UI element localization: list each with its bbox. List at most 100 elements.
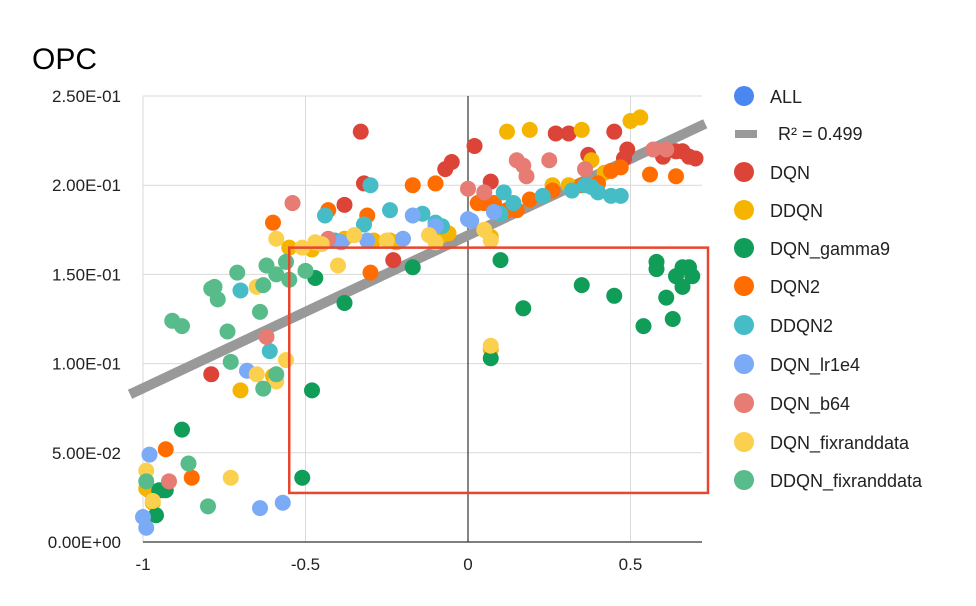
point-ddqn-fixranddata xyxy=(138,473,155,490)
chart-title: OPC xyxy=(32,43,97,76)
point-dqn-b64 xyxy=(476,184,493,201)
point-ddqn2 xyxy=(564,182,580,199)
point-dqn2 xyxy=(427,175,444,192)
point-ddqn2 xyxy=(382,202,398,219)
point-dqn-gamma9 xyxy=(174,421,190,438)
point-dqn-b64 xyxy=(541,152,558,169)
point-dqn xyxy=(443,154,460,171)
legend-marker-dqn xyxy=(734,162,754,182)
x-tick-label: 0.5 xyxy=(619,555,643,574)
point-dqn-gamma9 xyxy=(606,287,623,304)
point-ddqn-fixranddata xyxy=(180,455,197,472)
point-dqn2 xyxy=(668,168,684,185)
legend-marker-dqn2 xyxy=(734,276,754,296)
legend-label-ddqn-fixranddata: DDQN_fixranddata xyxy=(770,471,923,492)
point-dqn-gamma9 xyxy=(515,300,532,317)
highlight-box xyxy=(288,246,710,495)
point-dqn-b64 xyxy=(460,180,476,197)
point-dqn-gamma9 xyxy=(664,311,681,327)
point-dqn-fixranddata xyxy=(482,337,499,354)
point-dqn-gamma9 xyxy=(492,252,509,269)
legend-label-dqn: DQN xyxy=(770,163,810,183)
point-ddqn xyxy=(521,121,538,138)
point-dqn-fixranddata xyxy=(144,492,161,509)
point-ddqn2 xyxy=(534,187,551,204)
legend-label-dqn2: DQN2 xyxy=(770,277,820,297)
point-dqn-gamma9 xyxy=(404,259,421,276)
legend-label-dqn-b64: DQN_b64 xyxy=(770,394,850,415)
point-dqn xyxy=(385,252,402,269)
x-tick-label: -1 xyxy=(135,555,150,574)
point-ddqn-fixranddata xyxy=(200,498,216,515)
point-dqn-lr1e4 xyxy=(333,234,350,251)
point-dqn-fixranddata xyxy=(346,227,363,244)
point-dqn xyxy=(352,123,369,140)
point-dqn xyxy=(466,137,483,154)
x-tick-labels: -1 -0.5 0 0.5 xyxy=(135,555,642,574)
point-dqn-lr1e4 xyxy=(463,212,480,229)
point-dqn-gamma9 xyxy=(336,294,353,311)
point-dqn-fixranddata xyxy=(427,234,444,251)
point-ddqn-fixranddata xyxy=(219,323,236,340)
x-tick-label: -0.5 xyxy=(291,555,320,574)
point-dqn xyxy=(336,196,353,213)
legend-marker-dqn-lr1e4 xyxy=(734,354,754,374)
point-dqn2 xyxy=(157,441,174,458)
legend-marker-dqn-b64 xyxy=(734,393,754,413)
point-dqn2 xyxy=(404,177,421,194)
point-ddqn-fixranddata xyxy=(278,253,294,270)
legend-label-dqn-gamma9: DQN_gamma9 xyxy=(770,239,890,260)
point-dqn-gamma9 xyxy=(635,318,652,335)
point-dqn-lr1e4 xyxy=(138,519,155,536)
x-tick-label: 0 xyxy=(463,555,472,574)
y-tick-label: 2.00E-01 xyxy=(52,176,121,195)
point-dqn-fixranddata xyxy=(248,366,265,383)
point-dqn2 xyxy=(612,159,629,176)
y-tick-label: 0.00E+00 xyxy=(48,533,121,552)
point-dqn-gamma9 xyxy=(658,289,675,306)
legend-label-trendline: R² = 0.499 xyxy=(778,124,863,144)
point-dqn2 xyxy=(521,191,538,208)
legend-marker-dqn-fixranddata xyxy=(734,432,754,452)
point-dqn-lr1e4 xyxy=(141,446,158,463)
point-dqn-fixranddata xyxy=(482,232,499,249)
point-dqn-lr1e4 xyxy=(274,494,291,511)
point-ddqn-fixranddata xyxy=(297,262,314,279)
legend-label-ddqn2: DDQN2 xyxy=(770,316,833,336)
point-dqn-fixranddata xyxy=(378,232,395,249)
point-dqn-lr1e4 xyxy=(404,207,421,224)
point-ddqn-fixranddata xyxy=(252,303,268,320)
point-ddqn2 xyxy=(612,187,629,204)
point-ddqn2 xyxy=(232,282,249,299)
y-tick-labels: 0.00E+00 5.00E-02 1.00E-01 1.50E-01 2.00… xyxy=(48,87,121,552)
point-ddqn-fixranddata xyxy=(268,366,285,383)
point-dqn-gamma9 xyxy=(573,277,590,294)
point-dqn2 xyxy=(642,166,658,183)
point-dqn-fixranddata xyxy=(313,236,330,253)
point-dqn-b64 xyxy=(161,473,177,490)
point-dqn-fixranddata xyxy=(330,257,346,274)
point-ddqn2 xyxy=(356,216,372,233)
legend-marker-all xyxy=(734,86,754,106)
point-dqn2 xyxy=(265,214,281,231)
point-dqn xyxy=(687,150,704,167)
data-points xyxy=(135,109,704,536)
point-ddqn-fixranddata xyxy=(222,353,239,370)
point-dqn-fixranddata xyxy=(278,352,294,369)
legend-label-all: ALL xyxy=(770,87,802,107)
legend-label-ddqn: DDQN xyxy=(770,201,823,221)
point-ddqn2 xyxy=(505,195,522,212)
point-ddqn2 xyxy=(362,177,379,194)
point-ddqn2 xyxy=(317,207,333,224)
point-dqn2 xyxy=(183,469,200,486)
point-dqn-lr1e4 xyxy=(486,203,502,220)
point-dqn xyxy=(203,366,220,383)
point-dqn-gamma9 xyxy=(674,278,691,295)
point-ddqn-fixranddata xyxy=(209,291,226,308)
point-dqn-b64 xyxy=(658,141,675,158)
point-ddqn xyxy=(632,109,649,126)
point-ddqn xyxy=(232,382,249,399)
y-tick-label: 1.00E-01 xyxy=(52,355,121,374)
point-dqn-lr1e4 xyxy=(395,230,411,247)
